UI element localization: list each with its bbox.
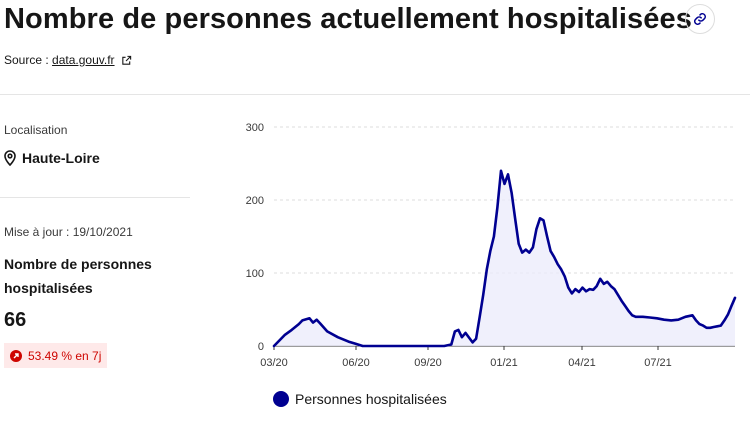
arrow-up-right-icon xyxy=(10,349,22,362)
page-title: Nombre de personnes actuellement hospita… xyxy=(4,3,692,35)
series-line xyxy=(272,169,737,348)
source-line: Source : data.gouv.fr xyxy=(4,53,132,67)
x-tick-label: 03/20 xyxy=(260,357,288,369)
location-label: Localisation xyxy=(4,123,68,137)
y-tick-label: 100 xyxy=(246,268,264,280)
y-tick-label: 200 xyxy=(246,195,264,207)
y-tick-label: 0 xyxy=(258,341,264,353)
trend-badge: 53.49 % en 7j xyxy=(4,343,108,368)
location-value: Haute-Loire xyxy=(4,150,100,166)
external-link-icon xyxy=(122,56,132,66)
x-tick-label: 01/21 xyxy=(490,357,518,369)
x-tick-label: 07/21 xyxy=(644,357,672,369)
series-area xyxy=(274,170,735,346)
y-tick-label: 300 xyxy=(246,122,264,134)
x-tick-label: 06/20 xyxy=(342,357,370,369)
chart-legend: Personnes hospitalisées xyxy=(273,391,447,407)
metric-value: 66 xyxy=(4,309,27,331)
header-divider xyxy=(0,94,750,95)
map-pin-icon xyxy=(4,150,16,166)
update-date: Mise à jour : 19/10/2021 xyxy=(4,225,133,239)
source-link[interactable]: data.gouv.fr xyxy=(52,53,115,67)
link-icon xyxy=(694,13,706,25)
legend-label: Personnes hospitalisées xyxy=(295,391,447,407)
location-name: Haute-Loire xyxy=(22,150,100,166)
trend-text: 53.49 % en 7j xyxy=(28,348,102,363)
legend-dot xyxy=(273,391,289,407)
x-tick-label: 04/21 xyxy=(568,357,596,369)
metric-label: Nombre de personnes hospitalisées xyxy=(4,256,152,296)
copy-link-button[interactable] xyxy=(685,4,715,34)
x-tick-label: 09/20 xyxy=(414,357,442,369)
panel-divider xyxy=(0,197,190,198)
source-prefix: Source : xyxy=(4,53,49,67)
